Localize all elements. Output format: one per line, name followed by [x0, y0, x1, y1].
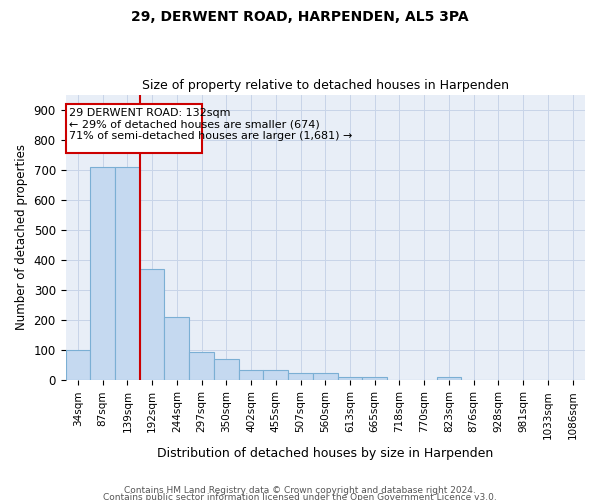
Text: 29 DERWENT ROAD: 132sqm
← 29% of detached houses are smaller (674)
71% of semi-d: 29 DERWENT ROAD: 132sqm ← 29% of detache… [69, 108, 353, 142]
Bar [189, 352, 214, 380]
Title: Size of property relative to detached houses in Harpenden: Size of property relative to detached ho… [142, 79, 509, 92]
X-axis label: Distribution of detached houses by size in Harpenden: Distribution of detached houses by size … [157, 447, 493, 460]
Text: Contains public sector information licensed under the Open Government Licence v3: Contains public sector information licen… [103, 494, 497, 500]
Bar [313, 373, 338, 380]
Bar [140, 269, 164, 380]
Bar [362, 378, 387, 380]
Bar [239, 370, 263, 380]
Bar [437, 378, 461, 380]
Bar [115, 166, 140, 380]
Bar [338, 378, 362, 380]
Bar [164, 317, 189, 380]
Bar [65, 350, 90, 380]
Text: 29, DERWENT ROAD, HARPENDEN, AL5 3PA: 29, DERWENT ROAD, HARPENDEN, AL5 3PA [131, 10, 469, 24]
Bar [214, 360, 239, 380]
Bar [90, 166, 115, 380]
Y-axis label: Number of detached properties: Number of detached properties [15, 144, 28, 330]
Bar [65, 104, 202, 153]
Bar [263, 370, 288, 380]
Text: Contains HM Land Registry data © Crown copyright and database right 2024.: Contains HM Land Registry data © Crown c… [124, 486, 476, 495]
Bar [288, 373, 313, 380]
